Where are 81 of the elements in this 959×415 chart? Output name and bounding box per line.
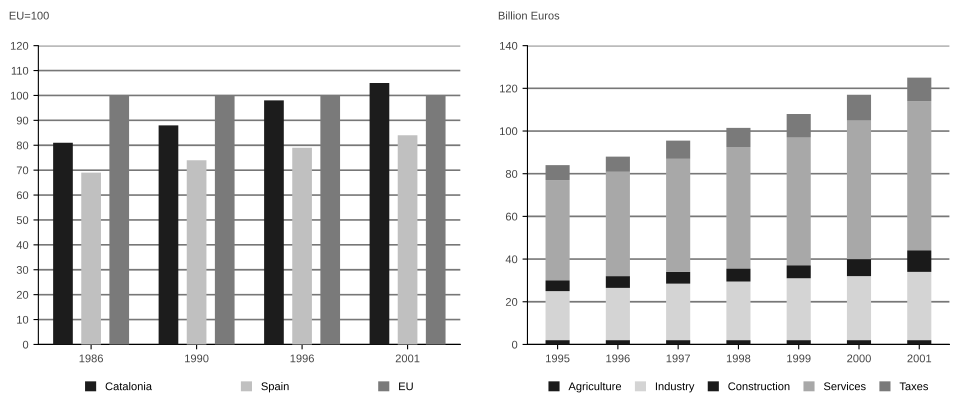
bar (907, 340, 932, 344)
x-tick-label: 1996 (290, 354, 314, 362)
y-tick-label: 60 (506, 212, 518, 221)
y-axis-title: Billion Euros (498, 11, 560, 20)
bar (158, 125, 178, 344)
bar (606, 288, 630, 340)
x-tick-label: 2001 (396, 354, 420, 362)
y-tick-label: 70 (16, 166, 28, 174)
x-tick-label: 1996 (606, 354, 630, 362)
bar (546, 291, 570, 340)
bar (370, 83, 390, 344)
y-tick-label: 0 (512, 340, 518, 349)
legend-label: Taxes (900, 382, 928, 390)
bar (846, 340, 872, 344)
x-tick-label: 1999 (787, 354, 811, 362)
y-tick-label: 80 (506, 170, 518, 178)
bar (606, 172, 630, 276)
x-tick-label: 1995 (546, 354, 570, 362)
bar (606, 340, 630, 344)
bar (666, 272, 690, 284)
bar (606, 276, 630, 288)
legend-label: Agriculture (568, 382, 622, 392)
legend-label: Construction (728, 382, 790, 390)
bar (726, 268, 750, 282)
bar (846, 259, 872, 276)
y-tick-label: 30 (16, 266, 28, 274)
bar (907, 250, 932, 272)
y-tick-label: 0 (22, 340, 28, 349)
legend-label: Spain (261, 382, 289, 392)
y-tick-label: 90 (16, 116, 28, 124)
bar (726, 340, 750, 344)
y-tick-label: 40 (506, 255, 518, 264)
y-tick-label: 20 (16, 290, 28, 299)
bar (666, 158, 690, 272)
bar (786, 265, 811, 278)
bar (786, 278, 811, 340)
y-tick-label: 140 (500, 42, 518, 50)
bar (846, 120, 872, 260)
bar (726, 147, 750, 269)
bar (666, 340, 690, 344)
bar (264, 100, 284, 344)
legend-label: Industry (656, 382, 694, 392)
y-axis-title: EU=100 (10, 12, 49, 20)
y-tick-label: 20 (506, 298, 518, 306)
y-tick-label: 110 (12, 66, 28, 75)
x-tick-label: 1990 (185, 354, 209, 362)
y-tick-label: 60 (16, 191, 28, 200)
legend-label: Services (824, 382, 866, 390)
bar (726, 281, 750, 340)
x-tick-label: 1998 (726, 354, 750, 362)
bar (546, 340, 570, 344)
x-tick-label: 2000 (847, 354, 871, 362)
bar (292, 148, 312, 344)
bar (398, 135, 418, 344)
y-tick-label: 120 (10, 42, 28, 50)
bar (907, 101, 932, 251)
bar (186, 160, 206, 344)
legend-label: Catalonia (106, 382, 152, 390)
y-tick-label: 10 (17, 316, 28, 324)
bar (666, 284, 690, 340)
bar (846, 94, 872, 120)
x-tick-label: 1997 (666, 354, 690, 362)
bar (666, 140, 690, 159)
bar (786, 137, 811, 266)
y-tick-label: 100 (500, 127, 518, 136)
bar (606, 156, 630, 172)
bar (53, 142, 73, 344)
y-tick-label: 100 (10, 92, 28, 100)
bar (546, 180, 570, 280)
y-tick-label: 120 (500, 84, 518, 92)
x-tick-label: 2001 (907, 354, 932, 362)
bar (786, 340, 811, 344)
legend-label: EU (399, 382, 413, 390)
bar (81, 172, 101, 344)
bar (846, 276, 872, 340)
bar (907, 272, 932, 340)
y-tick-label: 40 (16, 241, 28, 249)
x-tick-label: 1986 (80, 354, 103, 362)
y-tick-label: 80 (16, 142, 28, 150)
y-tick-label: 50 (16, 216, 28, 224)
bar (546, 280, 570, 292)
